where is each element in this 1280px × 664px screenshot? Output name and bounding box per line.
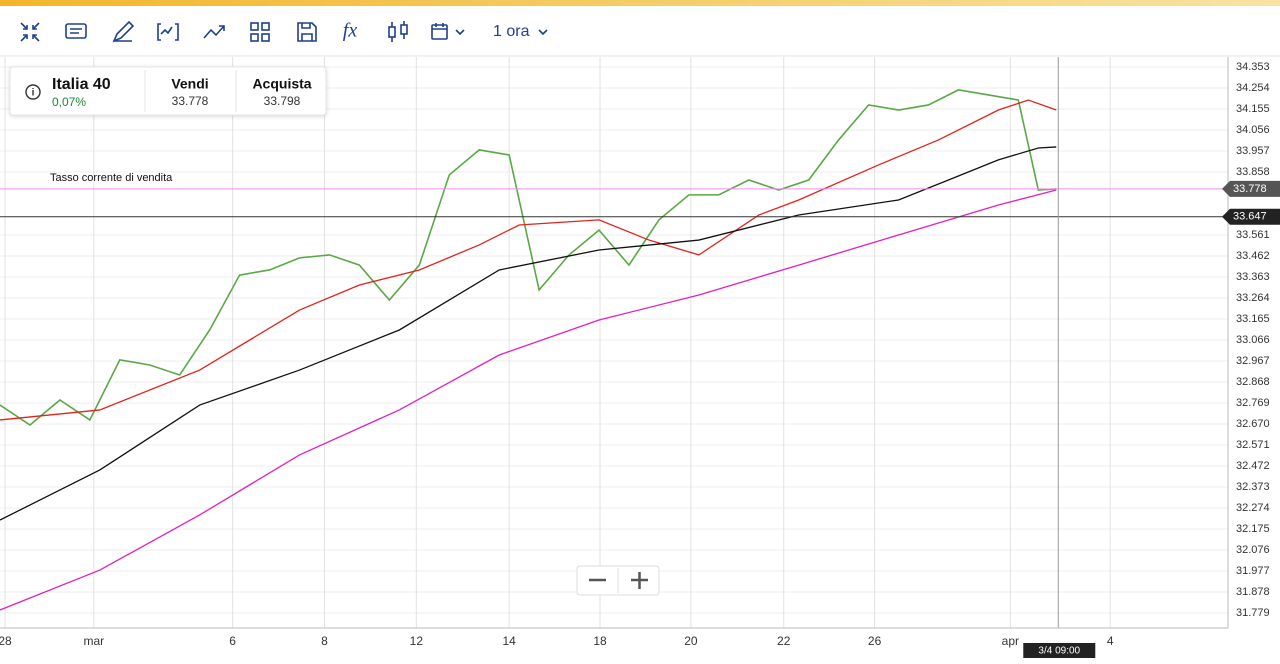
x-tick-label: 26 bbox=[868, 634, 882, 648]
info-panel bbox=[9, 66, 327, 116]
y-tick-label: 32.967 bbox=[1236, 355, 1270, 367]
notes-icon[interactable] bbox=[65, 23, 87, 39]
y-tick-label: 33.066 bbox=[1236, 334, 1270, 346]
y-tick-label: 32.769 bbox=[1236, 397, 1270, 409]
draw-icon[interactable] bbox=[112, 20, 135, 43]
sell-line-label: Tasso corrente di vendita bbox=[50, 172, 173, 184]
candle-icon[interactable] bbox=[388, 21, 408, 42]
y-tick-label: 33.165 bbox=[1236, 313, 1270, 325]
top-bar bbox=[0, 0, 1280, 6]
y-tick-label: 34.254 bbox=[1236, 82, 1270, 94]
x-tick-label: apr bbox=[1002, 634, 1019, 648]
info-i: i bbox=[32, 88, 35, 99]
fx-icon[interactable]: fx bbox=[343, 20, 358, 42]
series-line bbox=[0, 89, 1057, 427]
instrument-name: Italia 40 bbox=[52, 76, 111, 93]
y-tick-label: 34.056 bbox=[1236, 124, 1270, 136]
info-box: i Italia 40 0,07% Vendi 33.778 Acquista … bbox=[9, 66, 327, 116]
y-tick-label: 32.868 bbox=[1236, 376, 1270, 388]
plot: Tasso corrente di vendita bbox=[0, 57, 1228, 628]
x-tick-label: 8 bbox=[321, 634, 328, 648]
y-tick-label: 32.571 bbox=[1236, 439, 1270, 451]
x-tick-label: 12 bbox=[410, 634, 424, 648]
zoom-control bbox=[576, 565, 660, 596]
x-tick-label: 4 bbox=[1107, 634, 1114, 648]
indicator-icon[interactable] bbox=[157, 23, 179, 41]
sell-price[interactable]: 33.778 bbox=[172, 94, 209, 108]
y-tick-label: 33.858 bbox=[1236, 166, 1270, 178]
timeframe-caret[interactable] bbox=[538, 29, 548, 36]
x-tick-label: 14 bbox=[502, 634, 516, 648]
series-line bbox=[0, 99, 1057, 421]
toolbar: fx 1 ora bbox=[20, 20, 548, 43]
series-line bbox=[0, 189, 1057, 611]
y-tick-label: 32.373 bbox=[1236, 481, 1270, 493]
y-tick-label: 31.878 bbox=[1236, 586, 1270, 598]
y-tick-label: 31.977 bbox=[1236, 565, 1270, 577]
timeframe[interactable]: 1 ora bbox=[493, 23, 530, 40]
cursor-badge bbox=[1023, 643, 1096, 658]
info-icon[interactable] bbox=[25, 84, 41, 100]
trend-icon[interactable] bbox=[203, 25, 225, 39]
y-tick-label: 32.472 bbox=[1236, 460, 1270, 472]
x-tick-label: 18 bbox=[593, 634, 607, 648]
cursor-label: 3/4 09:00 bbox=[1038, 646, 1080, 657]
y-tick-label: 32.175 bbox=[1236, 523, 1270, 535]
y-tick-label: 34.155 bbox=[1236, 103, 1270, 115]
y-tick-label: 32.670 bbox=[1236, 418, 1270, 430]
calendar-icon[interactable] bbox=[431, 23, 465, 40]
x-tick-label: 6 bbox=[229, 634, 236, 648]
y-tick-label: 34.353 bbox=[1236, 61, 1270, 73]
last-badge bbox=[1222, 208, 1280, 225]
x-tick-label: 22 bbox=[777, 634, 791, 648]
x-tick-label: 20 bbox=[684, 634, 698, 648]
sell-label: Vendi bbox=[171, 76, 208, 92]
last-badge-label: 33.647 bbox=[1233, 211, 1267, 223]
y-tick-label: 33.957 bbox=[1236, 145, 1270, 157]
save-icon[interactable] bbox=[297, 22, 317, 42]
series-line bbox=[0, 146, 1057, 521]
y-tick-label: 33.264 bbox=[1236, 292, 1270, 304]
y-tick-label: 31.779 bbox=[1236, 607, 1270, 619]
buy-price[interactable]: 33.798 bbox=[264, 94, 301, 108]
layout-icon[interactable] bbox=[250, 22, 270, 42]
y-tick-label: 33.561 bbox=[1236, 229, 1270, 241]
y-tick-label: 33.462 bbox=[1236, 250, 1270, 262]
x-tick-label: 28 bbox=[0, 634, 12, 648]
sell-badge-label: 33.778 bbox=[1233, 183, 1267, 195]
zoom-in[interactable] bbox=[631, 572, 648, 589]
sell-badge bbox=[1222, 180, 1280, 197]
buy-label: Acquista bbox=[252, 76, 311, 92]
instrument-change: 0,07% bbox=[52, 95, 86, 109]
y-tick-label: 32.274 bbox=[1236, 502, 1270, 514]
collapse-icon[interactable] bbox=[20, 22, 40, 42]
y-tick-label: 32.076 bbox=[1236, 544, 1270, 556]
y-tick-label: 33.363 bbox=[1236, 271, 1270, 283]
x-tick-label: mar bbox=[84, 634, 105, 648]
